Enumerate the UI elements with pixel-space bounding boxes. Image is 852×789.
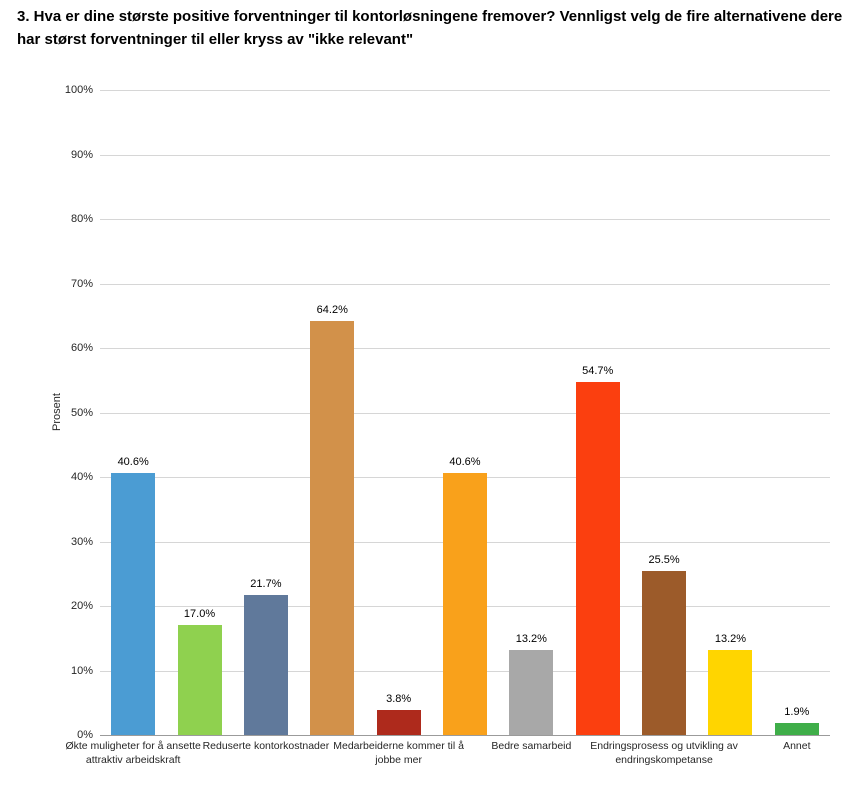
bar: [376, 710, 421, 735]
gridline: [100, 348, 830, 349]
chart-title: 3. Hva er dine største positive forventn…: [17, 8, 843, 48]
y-axis-tick-label: 80%: [70, 213, 93, 225]
x-axis-category-label: Medarbeiderne kommer til å jobbe mer: [333, 740, 464, 766]
y-axis-tick-label: 50%: [70, 406, 93, 419]
y-axis-tick-label: 90%: [70, 148, 93, 161]
bar-value-label: 13.2%: [515, 632, 547, 645]
y-axis-tick-label: 0%: [77, 729, 93, 741]
bar-value-label: 25.5%: [648, 553, 680, 566]
gridline: [100, 90, 830, 91]
bar-value-label: 1.9%: [784, 705, 810, 718]
bar: [708, 649, 753, 735]
bar: [575, 382, 620, 735]
bar-value-label: 17.0%: [183, 608, 216, 621]
x-axis-category-label: Reduserte kontorkostnader: [202, 740, 330, 752]
bar-value-label: 54.7%: [582, 365, 614, 378]
bar: [443, 473, 487, 735]
bar: [774, 722, 819, 735]
gridline: [100, 154, 830, 156]
y-axis-tick-label: 70%: [70, 277, 93, 290]
y-axis-tick-label: 30%: [70, 535, 93, 548]
gridline: [100, 412, 830, 414]
y-axis-tick-label: 40%: [70, 471, 93, 483]
y-axis-tick-label: 10%: [70, 664, 93, 677]
bar-value-label: 40.6%: [117, 456, 149, 469]
bar-value-label: 3.8%: [386, 693, 412, 706]
x-axis-category-label: Endringsprosess og utvikling av endrings…: [590, 740, 738, 766]
bar: [177, 625, 222, 735]
bar-value-label: 21.7%: [250, 578, 282, 591]
bar: [310, 320, 355, 735]
gridline: [100, 283, 830, 285]
y-axis-tick-label: 100%: [64, 84, 93, 96]
y-axis-tick-label: 60%: [70, 342, 93, 354]
bar: [509, 649, 554, 735]
bar: [642, 570, 687, 735]
gridline: [100, 219, 830, 220]
x-axis-category-label: Annet: [783, 740, 811, 752]
bar: [111, 473, 156, 735]
bar-value-label: 64.2%: [316, 303, 348, 316]
x-axis-category-label: Bedre samarbeid: [491, 740, 572, 752]
y-axis-tick-label: 20%: [70, 600, 93, 612]
bar-value-label: 13.2%: [714, 632, 747, 645]
bar-value-label: 40.6%: [449, 456, 481, 469]
x-axis-line: [100, 735, 830, 736]
bar: [243, 595, 288, 735]
x-axis-category-label: Økte muligheter for å ansette attraktiv …: [65, 740, 201, 766]
